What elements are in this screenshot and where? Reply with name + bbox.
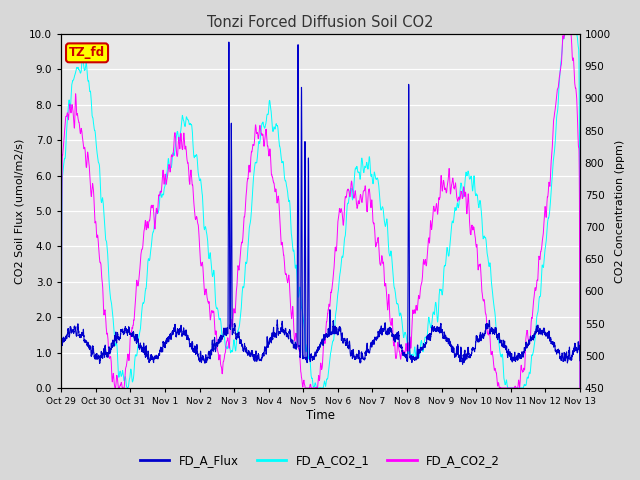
Y-axis label: CO2 Concentration (ppm): CO2 Concentration (ppm) [615, 139, 625, 283]
Title: Tonzi Forced Diffusion Soil CO2: Tonzi Forced Diffusion Soil CO2 [207, 15, 434, 30]
Y-axis label: CO2 Soil Flux (umol/m2/s): CO2 Soil Flux (umol/m2/s) [15, 138, 25, 284]
X-axis label: Time: Time [306, 409, 335, 422]
Text: TZ_fd: TZ_fd [69, 47, 105, 60]
Legend: FD_A_Flux, FD_A_CO2_1, FD_A_CO2_2: FD_A_Flux, FD_A_CO2_1, FD_A_CO2_2 [135, 449, 505, 472]
